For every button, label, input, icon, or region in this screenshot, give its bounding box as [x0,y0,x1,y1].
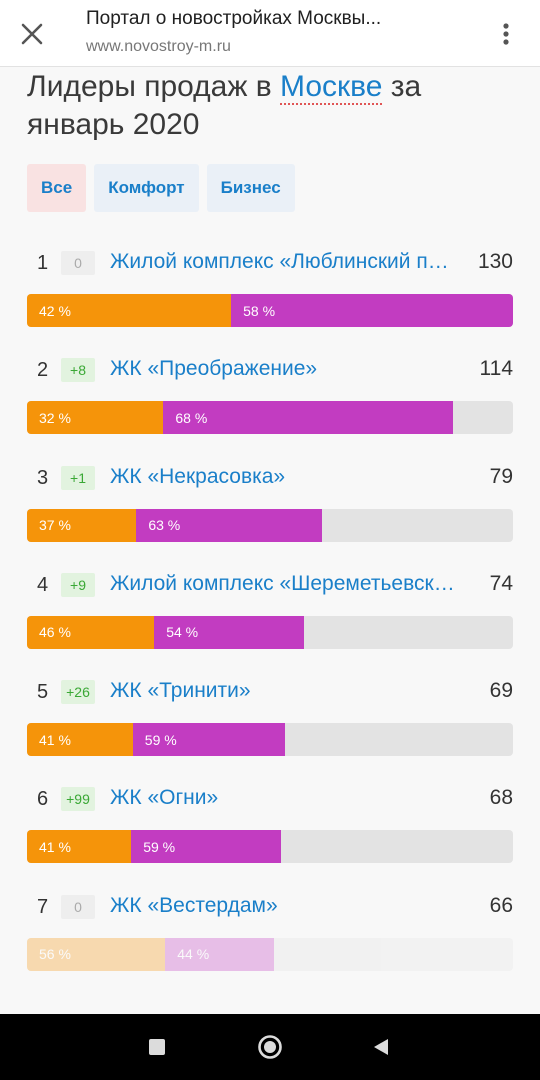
share-segment-b: 44 % [165,937,274,971]
browser-toolbar: Портал о новостройках Москвы... www.novo… [0,0,540,67]
heading-suffix: за январь 2020 [27,70,422,141]
city-selector[interactable]: Москве [280,70,383,105]
complex-link[interactable]: Жилой комплекс «Шереметьевский» [110,571,455,595]
leader-row: 1 0 Жилой комплекс «Люблинский парк» 130 42 … [27,236,513,343]
sales-count: 66 [489,893,513,917]
leader-row: 7 0 ЖК «Вестердам» 66 56 % 44 % [27,880,513,987]
share-bar-fill: 56 % 44 % [27,937,274,971]
complex-link[interactable]: ЖК «Преображение» [110,357,318,381]
share-segment-a: 37 % [27,508,137,542]
page-title: Портал о новостройках Москвы... [86,8,382,29]
heading-prefix: Лидеры продаж в [27,70,281,103]
leader-row: 2 +8 ЖК «Преображение» 114 32 % 68 % [27,343,513,450]
complex-link[interactable]: ЖК «Вестердам» [110,893,278,917]
share-bar-fill: 46 % 54 % [27,615,304,649]
share-segment-a: 42 % [27,294,232,327]
more-vert-icon [503,23,509,45]
share-bar: 56 % 44 % [27,937,513,971]
share-bar: 42 % 58 % [27,294,513,327]
share-segment-a: 32 % [27,401,164,435]
circle-icon [258,1035,282,1059]
sales-count: 74 [489,571,513,595]
complex-link[interactable]: Жилой комплекс «Люблинский парк» [110,250,455,273]
recents-button[interactable] [142,1032,172,1062]
rank-number: 6 [37,788,49,811]
rank-change-badge: +1 [61,465,95,490]
triangle-back-icon [374,1039,388,1055]
rank-change-badge: +99 [61,787,95,812]
share-bar: 41 % 59 % [27,830,513,864]
share-bar-fill: 41 % 59 % [27,830,282,864]
sales-leaders-heading: Лидеры продаж в Москве за январь 2020 [27,68,517,144]
close-icon [21,23,43,45]
filter-comfort[interactable]: Комфорт [94,164,199,212]
share-bar-fill: 32 % 68 % [27,401,454,435]
sales-count: 114 [479,357,513,381]
menu-button[interactable] [492,20,520,48]
share-segment-b: 54 % [154,615,304,649]
rank-number: 2 [37,359,49,382]
leader-row: 3 +1 ЖК «Некрасовка» 79 37 % 63 % [27,451,513,558]
share-segment-b: 59 % [131,830,282,864]
share-segment-b: 58 % [231,294,513,327]
share-bar: 46 % 54 % [27,615,513,649]
leader-row: 6 +99 ЖК «Огни» 68 41 % 59 % [27,772,513,879]
share-bar: 32 % 68 % [27,401,513,435]
share-bar-fill: 42 % 58 % [27,294,513,327]
share-segment-a: 41 % [27,830,132,864]
complex-link[interactable]: ЖК «Огни» [110,786,219,810]
share-segment-a: 46 % [27,615,155,649]
share-bar: 37 % 63 % [27,508,513,542]
home-button[interactable] [255,1032,285,1062]
rank-number: 5 [37,681,49,704]
rank-change-badge: 0 [61,251,95,275]
close-button[interactable] [14,16,50,52]
leader-row: 4 +9 Жилой комплекс «Шереметьевский» 74 46 %… [27,558,513,665]
rank-change-badge: +8 [61,358,95,383]
rank-number: 4 [37,573,49,596]
share-bar: 41 % 59 % [27,723,513,757]
filter-business[interactable]: Бизнес [206,164,295,212]
complex-link[interactable]: ЖК «Некрасовка» [110,464,286,488]
share-segment-b: 63 % [136,508,323,542]
page-content: Лидеры продаж в Москве за январь 2020 Вс… [0,66,540,1014]
rank-change-badge: 0 [61,894,95,919]
share-segment-a: 41 % [27,723,133,757]
segment-filters: Все Комфорт Бизнес [27,164,295,212]
sales-count: 68 [489,786,513,810]
share-bar-fill: 41 % 59 % [27,723,286,757]
share-segment-a: 56 % [27,937,166,971]
leader-row: 5 +26 ЖК «Тринити» 69 41 % 59 % [27,665,513,772]
back-button[interactable] [366,1032,396,1062]
sales-count: 69 [489,679,513,703]
rank-change-badge: +9 [61,572,95,597]
complex-link[interactable]: ЖК «Тринити» [110,679,251,703]
share-segment-b: 68 % [163,401,454,435]
share-segment-b: 59 % [132,723,286,757]
rank-number: 3 [37,466,49,489]
page-url[interactable]: www.novostroy-m.ru [86,38,231,55]
rank-change-badge: +26 [61,680,95,705]
sales-count: 79 [489,464,513,488]
filter-all[interactable]: Все [27,164,87,212]
system-navigation-bar [0,1014,540,1080]
square-icon [149,1039,165,1055]
rank-number: 7 [37,895,49,918]
rank-number: 1 [37,252,49,274]
leaders-list: 1 0 Жилой комплекс «Люблинский парк» 130 42 … [27,236,513,987]
share-bar-fill: 37 % 63 % [27,508,323,542]
sales-count: 130 [477,250,513,273]
